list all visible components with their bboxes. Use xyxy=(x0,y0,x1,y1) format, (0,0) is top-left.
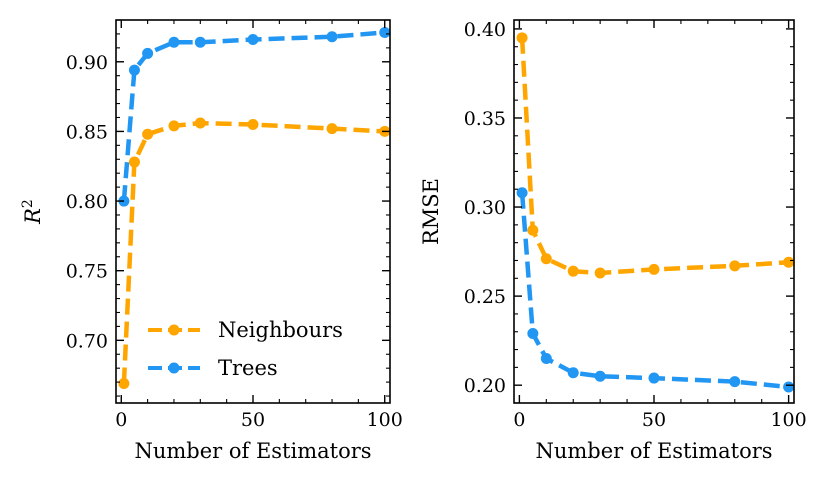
legend-marker-neighbours xyxy=(168,324,180,336)
rmse-y-tick-label: 0.30 xyxy=(464,197,506,219)
rmse-y-tick-label: 0.40 xyxy=(464,19,506,41)
r2-neighbours-line xyxy=(121,120,385,384)
r2-trees-point xyxy=(194,36,206,48)
r2-neighbours-point xyxy=(247,118,259,130)
r2-trees-point xyxy=(168,36,180,48)
r2-neighbours-point xyxy=(168,120,180,132)
r2-x-tick-label: 100 xyxy=(367,409,403,431)
rmse-trees-point xyxy=(527,328,539,340)
r2-trees-point xyxy=(247,33,259,45)
rmse-neighbours-line xyxy=(519,37,789,276)
rmse-x-axis-label: Number of Estimators xyxy=(535,439,772,463)
r2-x-tick-label: 0 xyxy=(115,409,127,431)
rmse-trees-point xyxy=(567,367,579,379)
rmse-neighbours-point xyxy=(648,263,660,275)
legend: Neighbours Trees xyxy=(148,318,343,380)
r2-neighbours-point xyxy=(326,123,338,135)
r2-trees-point xyxy=(142,47,154,59)
r2-tick-layer: 0 50 100 0.70 0.75 0.80 0.85 0.90 xyxy=(66,19,403,431)
rmse-trees-point xyxy=(540,352,552,364)
r2-y-tick-label: 0.70 xyxy=(66,330,108,352)
rmse-tick-layer: 0 50 100 0.20 0.25 0.30 0.35 0.40 xyxy=(464,19,807,431)
rmse-trees-line xyxy=(519,192,789,390)
rmse-y-tick-label: 0.25 xyxy=(464,286,506,308)
rmse-x-tick-label: 50 xyxy=(642,409,666,431)
rmse-neighbours-point xyxy=(729,260,741,272)
r2-y-tick-label: 0.90 xyxy=(66,52,108,74)
rmse-x-tick-label: 0 xyxy=(513,409,525,431)
rmse-y-tick-label: 0.20 xyxy=(464,375,506,397)
legend-marker-trees xyxy=(168,362,180,374)
r2-y-tick-label: 0.85 xyxy=(66,121,108,143)
r2-y-axis-label: R2 xyxy=(20,199,45,225)
rmse-trees-point xyxy=(594,370,606,382)
r2-chart: 0 50 100 0.70 0.75 0.80 0.85 0.90 Number of Est… xyxy=(20,19,403,463)
rmse-trees-point xyxy=(783,381,795,393)
legend-label-neighbours: Neighbours xyxy=(218,318,343,342)
r2-series-layer xyxy=(118,27,391,390)
rmse-plot-frame xyxy=(513,19,795,404)
r2-y-tick-label: 0.80 xyxy=(66,191,108,213)
rmse-neighbours-point xyxy=(516,32,528,44)
rmse-neighbours-point xyxy=(567,265,579,277)
r2-y-tick-label: 0.75 xyxy=(66,261,108,283)
rmse-trees-point xyxy=(516,187,528,199)
rmse-trees-point xyxy=(648,372,660,384)
r2-x-tick-label: 50 xyxy=(241,409,265,431)
r2-trees-point xyxy=(379,27,391,39)
rmse-neighbours-point xyxy=(527,224,539,236)
legend-label-trees: Trees xyxy=(218,356,278,380)
rmse-series-layer xyxy=(516,32,795,393)
r2-x-axis-label: Number of Estimators xyxy=(134,439,371,463)
r2-neighbours-point xyxy=(128,156,140,168)
r2-neighbours-point xyxy=(118,378,130,390)
r2-trees-point xyxy=(326,31,338,43)
r2-trees-line xyxy=(121,30,385,202)
rmse-neighbours-point xyxy=(540,253,552,265)
r2-plot-frame xyxy=(115,19,391,404)
r2-trees-point xyxy=(128,64,140,76)
rmse-chart: 0 50 100 0.20 0.25 0.30 0.35 0.40 Number of Est… xyxy=(419,19,807,463)
r2-neighbours-point xyxy=(142,128,154,140)
r2-neighbours-point xyxy=(194,117,206,129)
rmse-y-axis-label: RMSE xyxy=(419,178,443,245)
rmse-y-tick-label: 0.35 xyxy=(464,108,506,130)
rmse-neighbours-point xyxy=(594,267,606,279)
rmse-neighbours-point xyxy=(783,256,795,268)
rmse-trees-point xyxy=(729,376,741,388)
rmse-x-tick-label: 100 xyxy=(770,409,806,431)
